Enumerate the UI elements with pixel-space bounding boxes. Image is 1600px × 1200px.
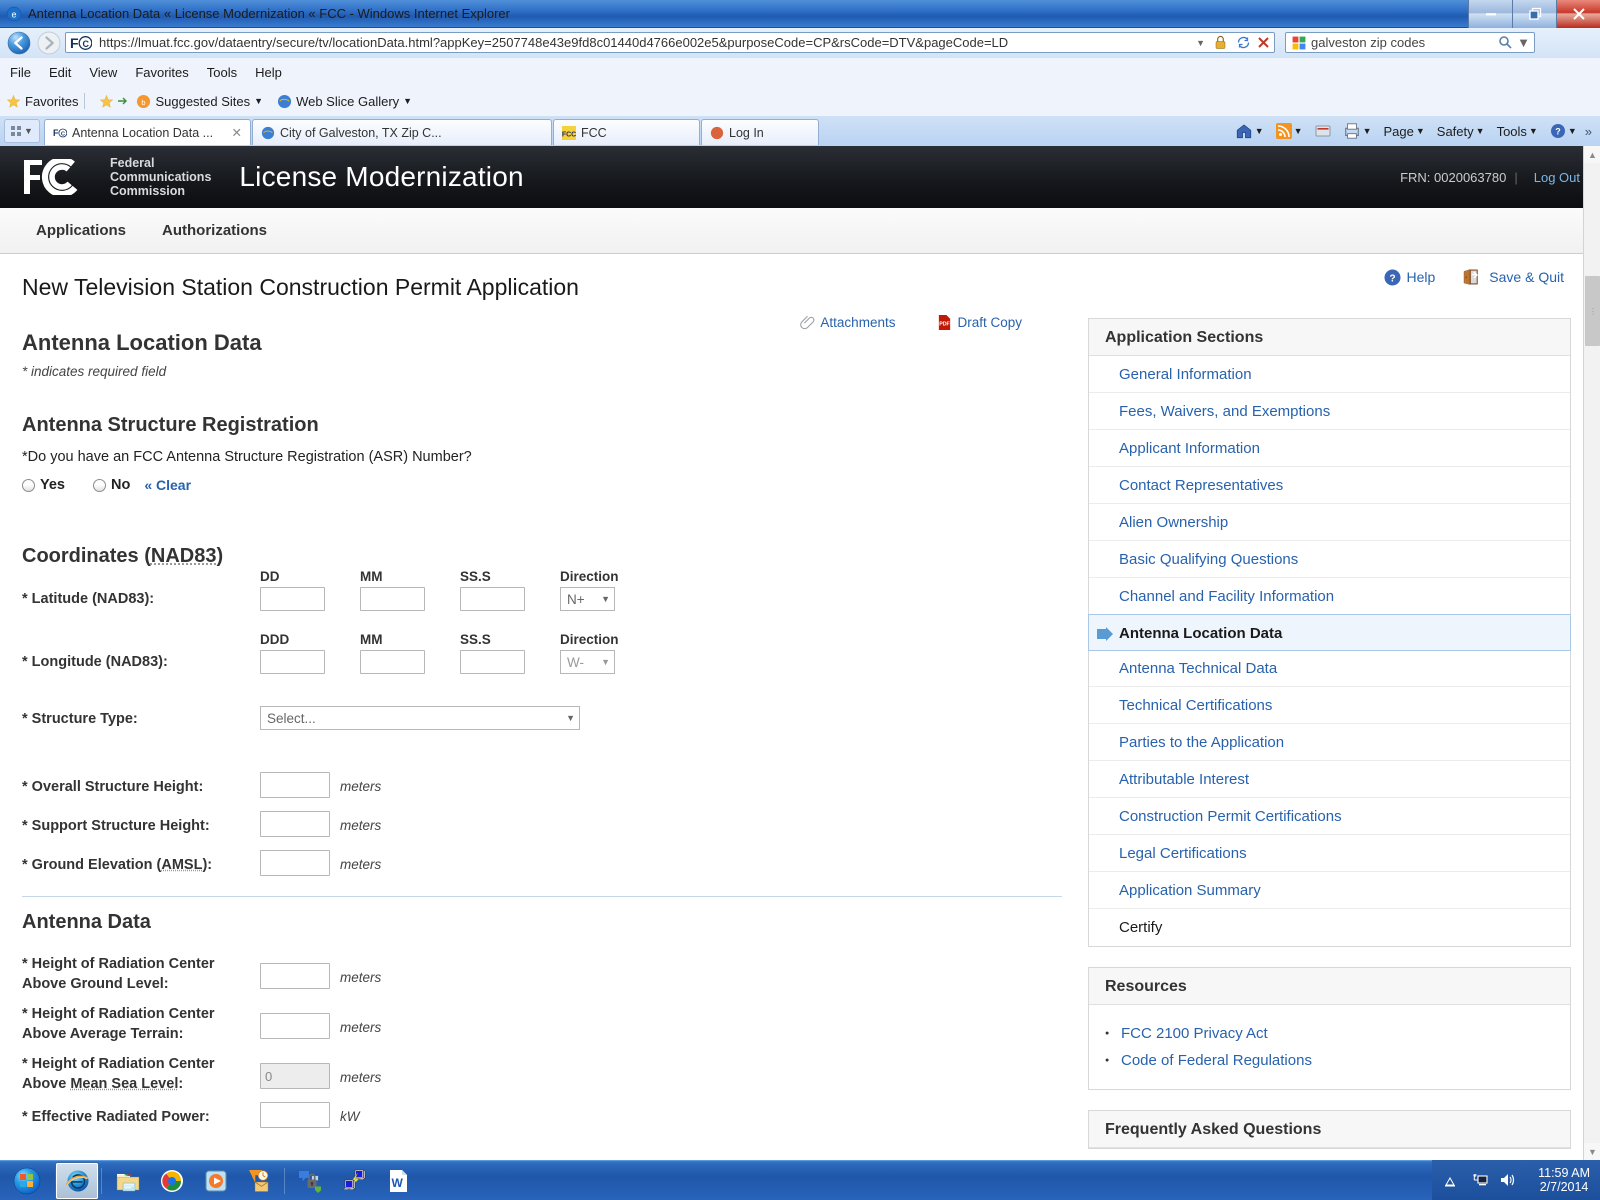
svg-text:PDF: PDF: [940, 322, 951, 328]
svg-text:W: W: [392, 1176, 404, 1190]
svg-text:b: b: [142, 97, 146, 106]
svg-text:?: ?: [1555, 127, 1561, 137]
svg-text:e: e: [11, 9, 16, 19]
svg-text:C: C: [82, 39, 89, 49]
svg-text:F: F: [70, 35, 79, 51]
svg-text:?: ?: [1389, 273, 1395, 284]
